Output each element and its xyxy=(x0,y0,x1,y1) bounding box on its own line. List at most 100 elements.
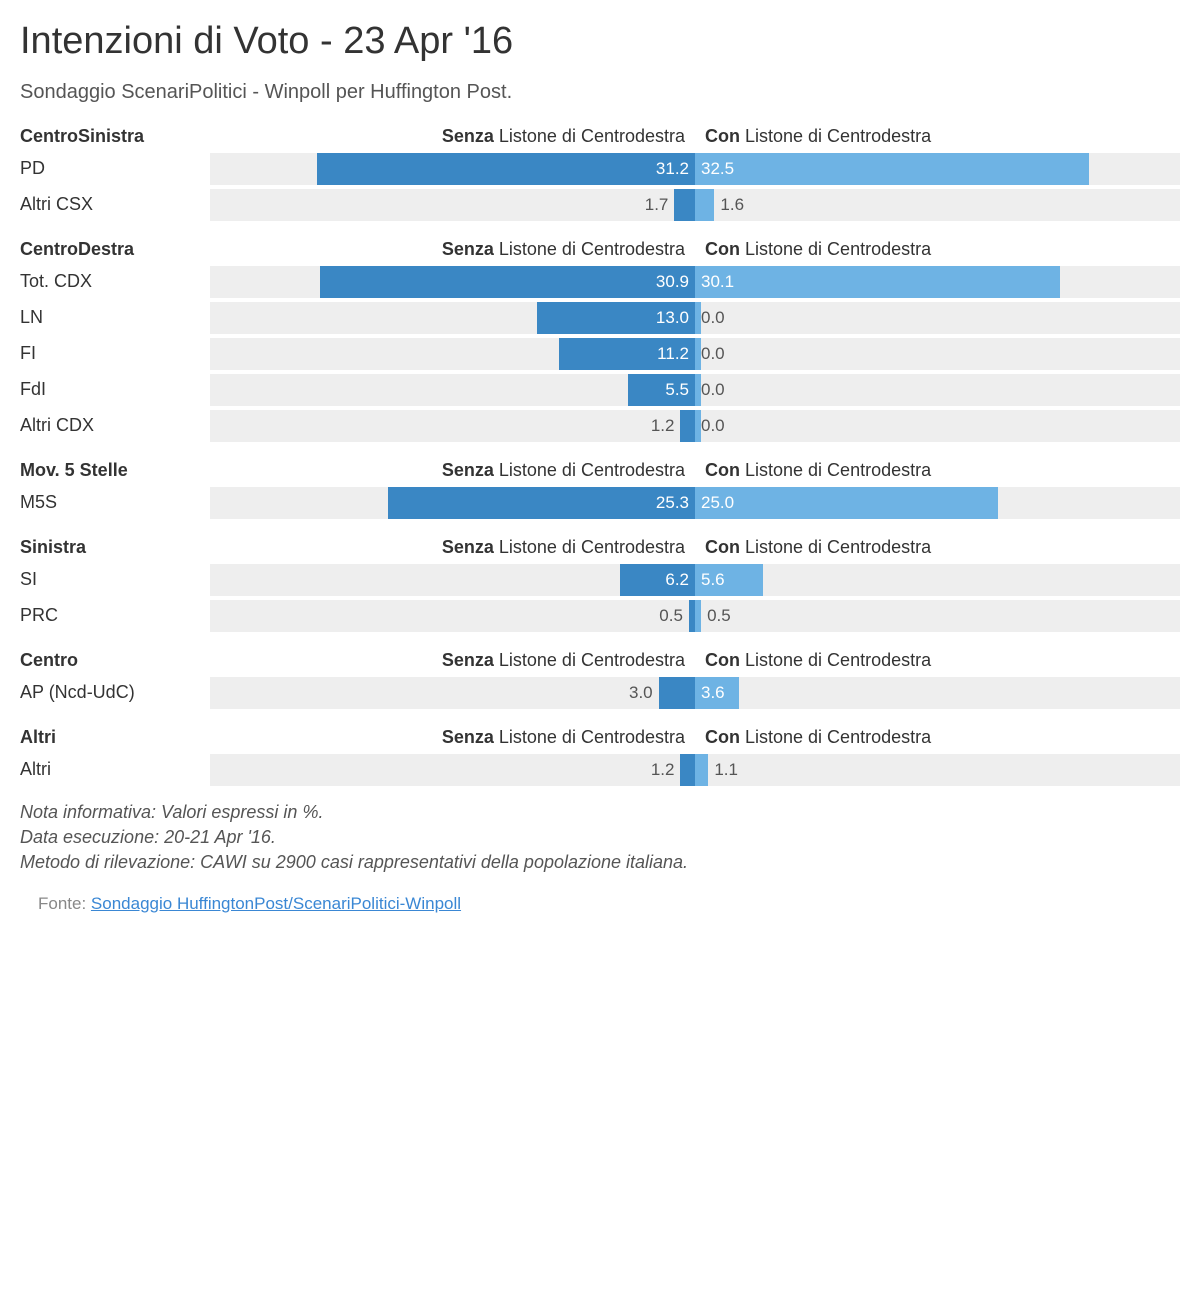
track-right: 1.1 xyxy=(695,754,1180,786)
data-row: LN 13.00.0 xyxy=(20,302,1180,334)
value-right: 1.6 xyxy=(720,189,744,221)
bar-right xyxy=(695,410,701,442)
track-right: 5.6 xyxy=(695,564,1180,596)
bar-right xyxy=(695,754,708,786)
track-left: 6.2 xyxy=(210,564,695,596)
track-left: 25.3 xyxy=(210,487,695,519)
col-header-left: Senza Listone di Centrodestra xyxy=(210,126,695,147)
bar-left: 31.2 xyxy=(317,153,695,185)
track-left: 1.2 xyxy=(210,754,695,786)
track-left: 3.0 xyxy=(210,677,695,709)
data-row: PRC 0.5 0.5 xyxy=(20,600,1180,632)
row-label: M5S xyxy=(20,487,210,519)
value-left: 1.2 xyxy=(651,754,675,786)
bar-left xyxy=(659,677,695,709)
data-row: AP (Ncd-UdC) 3.0 3.6 xyxy=(20,677,1180,709)
track-left: 1.7 xyxy=(210,189,695,221)
value-left: 1.7 xyxy=(645,189,669,221)
chart-subtitle: Sondaggio ScenariPolitici - Winpoll per … xyxy=(20,81,1180,104)
track-right: 30.1 xyxy=(695,266,1180,298)
bar-left: 13.0 xyxy=(537,302,695,334)
bar-right xyxy=(695,302,701,334)
value-left: 3.0 xyxy=(629,677,653,709)
col-header-left: Senza Listone di Centrodestra xyxy=(210,537,695,558)
bar-left: 11.2 xyxy=(559,338,695,370)
track-left: 13.0 xyxy=(210,302,695,334)
bar-right: 3.6 xyxy=(695,677,739,709)
source-link[interactable]: Sondaggio HuffingtonPost/ScenariPolitici… xyxy=(91,894,461,913)
bar-left xyxy=(674,189,695,221)
group-name: Centro xyxy=(20,650,210,671)
group-name: CentroSinistra xyxy=(20,126,210,147)
col-header-right: Con Listone di Centrodestra xyxy=(695,126,1180,147)
group-header: AltriSenza Listone di CentrodestraCon Li… xyxy=(20,727,1180,748)
data-row: SI6.25.6 xyxy=(20,564,1180,596)
bar-right xyxy=(695,338,701,370)
butterfly-chart: CentroSinistraSenza Listone di Centrodes… xyxy=(20,126,1180,786)
track-right: 32.5 xyxy=(695,153,1180,185)
row-label: Tot. CDX xyxy=(20,266,210,298)
note-line: Nota informativa: Valori espressi in %. xyxy=(20,800,1180,825)
value-left: 0.5 xyxy=(659,600,683,632)
bar-right: 5.6 xyxy=(695,564,763,596)
track-right: 0.0 xyxy=(695,410,1180,442)
data-row: Altri1.21.1 xyxy=(20,754,1180,786)
row-label: SI xyxy=(20,564,210,596)
track-right: 3.6 xyxy=(695,677,1180,709)
source-prefix: Fonte: xyxy=(38,894,91,913)
track-left: 11.2 xyxy=(210,338,695,370)
data-row: M5S 25.325.0 xyxy=(20,487,1180,519)
track-right: 25.0 xyxy=(695,487,1180,519)
value-right: 0.0 xyxy=(701,338,725,370)
bar-right: 25.0 xyxy=(695,487,998,519)
data-row: Tot. CDX 30.930.1 xyxy=(20,266,1180,298)
col-header-left: Senza Listone di Centrodestra xyxy=(210,650,695,671)
group-header: CentroSinistraSenza Listone di Centrodes… xyxy=(20,126,1180,147)
data-row: FI 11.20.0 xyxy=(20,338,1180,370)
bar-right xyxy=(695,600,701,632)
bar-left: 30.9 xyxy=(320,266,695,298)
col-header-right: Con Listone di Centrodestra xyxy=(695,460,1180,481)
track-left: 1.2 xyxy=(210,410,695,442)
group-header: CentroSenza Listone di CentrodestraCon L… xyxy=(20,650,1180,671)
track-left: 0.5 xyxy=(210,600,695,632)
group-header: Mov. 5 StelleSenza Listone di Centrodest… xyxy=(20,460,1180,481)
group-header: CentroDestraSenza Listone di Centrodestr… xyxy=(20,239,1180,260)
track-right: 1.6 xyxy=(695,189,1180,221)
row-label: LN xyxy=(20,302,210,334)
col-header-left: Senza Listone di Centrodestra xyxy=(210,727,695,748)
note-line: Data esecuzione: 20-21 Apr '16. xyxy=(20,825,1180,850)
value-right: 0.5 xyxy=(707,600,731,632)
chart-source: Fonte: Sondaggio HuffingtonPost/ScenariP… xyxy=(20,894,1180,914)
row-label: AP (Ncd-UdC) xyxy=(20,677,210,709)
row-label: Altri CSX xyxy=(20,189,210,221)
track-left: 5.5 xyxy=(210,374,695,406)
chart-title: Intenzioni di Voto - 23 Apr '16 xyxy=(20,20,1180,63)
track-left: 31.2 xyxy=(210,153,695,185)
row-label: Altri CDX xyxy=(20,410,210,442)
note-line: Metodo di rilevazione: CAWI su 2900 casi… xyxy=(20,850,1180,875)
group-name: CentroDestra xyxy=(20,239,210,260)
bar-left xyxy=(680,754,695,786)
value-left: 1.2 xyxy=(651,410,675,442)
bar-right xyxy=(695,374,701,406)
group-name: Altri xyxy=(20,727,210,748)
row-label: PD xyxy=(20,153,210,185)
col-header-left: Senza Listone di Centrodestra xyxy=(210,460,695,481)
col-header-left: Senza Listone di Centrodestra xyxy=(210,239,695,260)
value-right: 0.0 xyxy=(701,410,725,442)
data-row: PD 31.232.5 xyxy=(20,153,1180,185)
data-row: FdI5.50.0 xyxy=(20,374,1180,406)
track-right: 0.0 xyxy=(695,302,1180,334)
group-name: Mov. 5 Stelle xyxy=(20,460,210,481)
value-right: 0.0 xyxy=(701,374,725,406)
row-label: FdI xyxy=(20,374,210,406)
bar-left: 25.3 xyxy=(388,487,695,519)
col-header-right: Con Listone di Centrodestra xyxy=(695,239,1180,260)
row-label: PRC xyxy=(20,600,210,632)
group-header: SinistraSenza Listone di CentrodestraCon… xyxy=(20,537,1180,558)
group-name: Sinistra xyxy=(20,537,210,558)
row-label: FI xyxy=(20,338,210,370)
data-row: Altri CDX 1.2 0.0 xyxy=(20,410,1180,442)
bar-right: 32.5 xyxy=(695,153,1089,185)
